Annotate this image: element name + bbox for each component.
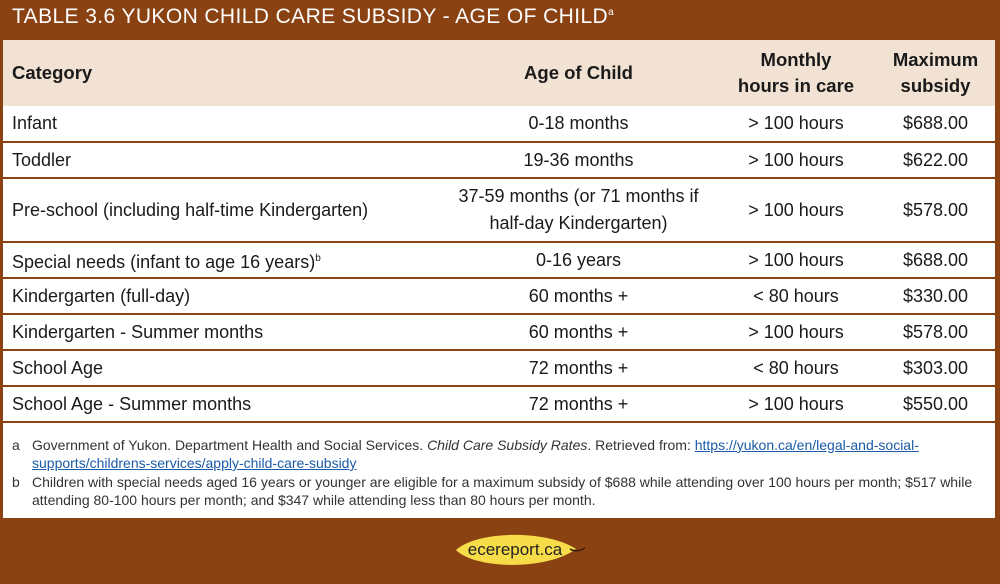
header-category: Category — [12, 62, 93, 83]
header-hours: Monthly hours in care — [716, 40, 876, 106]
header-subsidy-line2: subsidy — [900, 75, 971, 96]
table-card: Category Age of Child Monthly hours in ca… — [3, 40, 995, 518]
cell-category: Special needs (infant to age 16 years)b — [3, 242, 441, 279]
brand-badge[interactable]: ecereport.ca — [452, 530, 587, 570]
brand-label: ecereport.ca — [467, 540, 563, 559]
cell-category: Toddler — [3, 142, 441, 179]
cell-age: 37-59 months (or 71 months if half-day Ki… — [441, 178, 716, 243]
table-row: School Age - Summer months 72 months + >… — [3, 386, 995, 423]
footnote-b: b Children with special needs aged 16 yea… — [3, 473, 995, 509]
cell-subsidy: $578.00 — [876, 178, 995, 243]
header-subsidy-line1: Maximum — [892, 49, 979, 70]
footnote-a: a Government of Yukon. Department Health … — [3, 436, 995, 472]
cell-hours: > 100 hours — [716, 314, 876, 351]
table-header-row: Category Age of Child Monthly hours in ca… — [3, 40, 995, 106]
cell-category: Infant — [3, 106, 441, 143]
table-row: Special needs (infant to age 16 years)b … — [3, 242, 995, 279]
footnote-a-marker: a — [12, 437, 20, 453]
footnote-a-link[interactable]: https://yukon.ca/en/legal-and-social-sup… — [32, 437, 919, 471]
table-row: Kindergarten (full-day) 60 months + < 80… — [3, 278, 995, 315]
footnote-a-text-after: . Retrieved from: — [587, 437, 695, 453]
cell-subsidy: $330.00 — [876, 278, 995, 315]
cell-age: 72 months + — [441, 350, 716, 387]
cell-hours: > 100 hours — [716, 178, 876, 243]
cell-age: 72 months + — [441, 386, 716, 423]
header-hours-line1: Monthly — [760, 49, 832, 70]
table-row: Kindergarten - Summer months 60 months +… — [3, 314, 995, 351]
cell-hours: > 100 hours — [716, 142, 876, 179]
cell-age: 0-16 years — [441, 242, 716, 279]
cell-hours: < 80 hours — [716, 278, 876, 315]
cell-subsidy: $578.00 — [876, 314, 995, 351]
cell-age-line2: half-day Kindergarten) — [489, 213, 668, 233]
cell-category: Kindergarten (full-day) — [3, 278, 441, 315]
cell-subsidy: $688.00 — [876, 106, 995, 143]
cell-hours: > 100 hours — [716, 106, 876, 143]
leaf-icon — [456, 534, 586, 565]
footnote-a-text: Government of Yukon. Department Health a… — [32, 437, 428, 453]
table-title: TABLE 3.6 YUKON CHILD CARE SUBSIDY - AGE… — [12, 5, 614, 29]
header-subsidy: Maximum subsidy — [876, 40, 995, 106]
header-age: Age of Child — [524, 62, 633, 83]
cell-subsidy: $688.00 — [876, 242, 995, 279]
cell-age: 60 months + — [441, 314, 716, 351]
cell-subsidy: $550.00 — [876, 386, 995, 423]
subsidy-table: Category Age of Child Monthly hours in ca… — [3, 40, 995, 423]
footnote-b-marker: b — [12, 474, 20, 490]
cell-category: Pre-school (including half-time Kinderga… — [3, 178, 441, 243]
cell-age: 60 months + — [441, 278, 716, 315]
footnote-marker-b: b — [315, 252, 321, 264]
cell-category: School Age — [3, 350, 441, 387]
table-title-text: TABLE 3.6 YUKON CHILD CARE SUBSIDY - AGE… — [12, 5, 609, 28]
cell-subsidy: $622.00 — [876, 142, 995, 179]
footnote-a-source-title: Child Care Subsidy Rates — [427, 437, 588, 453]
cell-hours: > 100 hours — [716, 242, 876, 279]
table-row: Toddler 19-36 months > 100 hours $622.00 — [3, 142, 995, 179]
title-footnote-marker: a — [608, 7, 615, 18]
cell-hours: > 100 hours — [716, 386, 876, 423]
table-row: Infant 0-18 months > 100 hours $688.00 — [3, 106, 995, 143]
footnote-b-text: Children with special needs aged 16 year… — [32, 474, 973, 508]
cell-age-line1: 37-59 months (or 71 months if — [458, 186, 699, 206]
table-row: School Age 72 months + < 80 hours $303.0… — [3, 350, 995, 387]
cell-subsidy: $303.00 — [876, 350, 995, 387]
cell-age: 0-18 months — [441, 106, 716, 143]
header-hours-line2: hours in care — [737, 75, 855, 96]
cell-category: Kindergarten - Summer months — [3, 314, 441, 351]
cell-hours: < 80 hours — [716, 350, 876, 387]
table-row: Pre-school (including half-time Kinderga… — [3, 178, 995, 243]
cell-age: 19-36 months — [441, 142, 716, 179]
cell-category: School Age - Summer months — [3, 386, 441, 423]
cell-category-text: Special needs (infant to age 16 years) — [12, 251, 316, 272]
footnotes: a Government of Yukon. Department Health … — [3, 436, 995, 510]
